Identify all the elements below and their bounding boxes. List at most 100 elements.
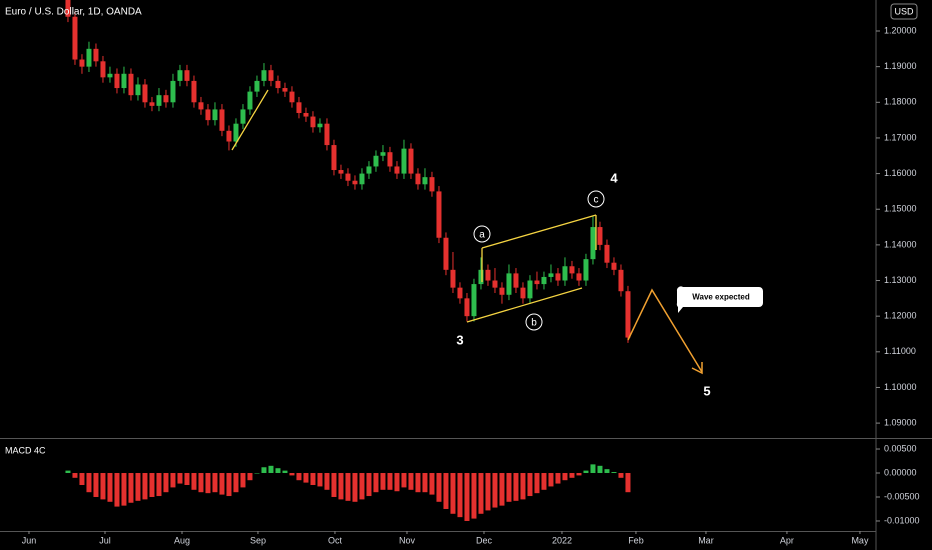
macd-bar: [499, 473, 505, 506]
y-tick-label: 1.11000: [884, 346, 916, 356]
wave-circle: [473, 225, 491, 243]
macd-bar: [422, 473, 428, 493]
macd-bar: [555, 473, 561, 484]
candle-body: [170, 80, 176, 103]
arrow-head: [691, 362, 703, 375]
candle-body: [128, 73, 134, 96]
candle-body: [191, 80, 197, 103]
y-tick-label: 1.09000: [884, 417, 917, 427]
x-tick-label: Sep: [250, 535, 266, 545]
candle-body: [121, 73, 127, 89]
candle-body: [72, 16, 78, 60]
macd-bar: [331, 473, 337, 497]
candle-body: [401, 148, 407, 174]
candle-body: [289, 91, 295, 103]
macd-bar: [233, 473, 239, 493]
macd-bar: [415, 473, 421, 493]
macd-bar: [275, 468, 281, 474]
candle-body: [247, 91, 253, 110]
macd-bar: [170, 473, 176, 488]
macd-bar: [247, 473, 253, 481]
macd-bar: [429, 473, 435, 495]
macd-bar: [576, 473, 582, 476]
macd-bar: [562, 473, 568, 481]
macd-bar: [520, 473, 526, 500]
y-tick-label: 0.00000: [884, 467, 917, 477]
macd-bar: [590, 464, 596, 474]
macd-bar: [219, 473, 225, 495]
y-tick-label: 1.20000: [884, 25, 917, 35]
candle-body: [429, 177, 435, 192]
candle-body: [618, 269, 624, 292]
candle-body: [555, 273, 561, 281]
macd-bar: [506, 473, 512, 502]
macd-bar: [212, 473, 218, 493]
macd-bar: [485, 473, 491, 511]
candle-body: [436, 191, 442, 238]
macd-bar: [191, 473, 197, 490]
y-tick-label: 1.13000: [884, 275, 917, 285]
macd-bar: [618, 473, 624, 478]
macd-bar: [527, 473, 533, 497]
macd-bar: [163, 473, 169, 493]
macd-bar: [93, 473, 99, 497]
macd-bar: [135, 473, 141, 501]
macd-bar: [338, 473, 344, 500]
macd-bar: [450, 473, 456, 514]
candle-body: [583, 259, 589, 281]
candle-body: [513, 273, 519, 288]
wave-label: c: [594, 195, 599, 206]
candle-body: [492, 280, 498, 288]
x-tick-label: Mar: [698, 535, 714, 545]
trend-line: [231, 89, 269, 151]
candle-body: [261, 70, 267, 81]
candle-body: [282, 88, 288, 92]
candle-body: [233, 123, 239, 142]
macd-bar: [156, 473, 162, 497]
candle-body: [373, 155, 379, 167]
macd-bar: [345, 473, 351, 501]
candle-body: [86, 48, 92, 67]
macd-bar: [240, 473, 246, 488]
candle-body: [499, 287, 505, 295]
wave-circle: [587, 190, 605, 208]
candle-body: [590, 227, 596, 260]
y-tick-label: 1.12000: [884, 311, 917, 321]
macd-bar: [177, 473, 183, 484]
candle-body: [611, 262, 617, 270]
x-tick-label: Feb: [628, 535, 644, 545]
wave-label: 4: [610, 170, 618, 185]
macd-bar: [149, 473, 155, 497]
macd-bar: [121, 473, 127, 506]
callout-box: [676, 286, 763, 313]
macd-bar: [569, 473, 575, 478]
candle-body: [240, 109, 246, 124]
candle-body: [345, 173, 351, 181]
macd-bar: [352, 473, 358, 502]
candle-body: [93, 48, 99, 62]
x-tick-label: Jun: [22, 535, 37, 545]
candle-body: [422, 177, 428, 185]
macd-bar: [296, 473, 302, 481]
currency-box: [890, 3, 918, 20]
candle-body: [226, 130, 232, 142]
y-tick-label: 0.00500: [884, 443, 917, 453]
x-tick-label: Apr: [780, 535, 794, 545]
macd-bar: [100, 473, 106, 500]
candle-body: [548, 273, 554, 277]
macd-pane: [65, 464, 631, 521]
macd-bar: [492, 473, 498, 508]
candle-body: [79, 59, 85, 67]
y-tick-label: 1.16000: [884, 168, 917, 178]
macd-bar: [548, 473, 554, 487]
macd-bar: [303, 473, 309, 483]
candle-body: [163, 95, 169, 103]
price-pane: [65, 0, 631, 343]
macd-bar: [86, 473, 92, 493]
macd-bar: [604, 469, 610, 474]
candle-body: [457, 287, 463, 299]
macd-bar: [107, 473, 113, 502]
y-tick-label: 1.10000: [884, 382, 917, 392]
macd-bar: [310, 473, 316, 485]
